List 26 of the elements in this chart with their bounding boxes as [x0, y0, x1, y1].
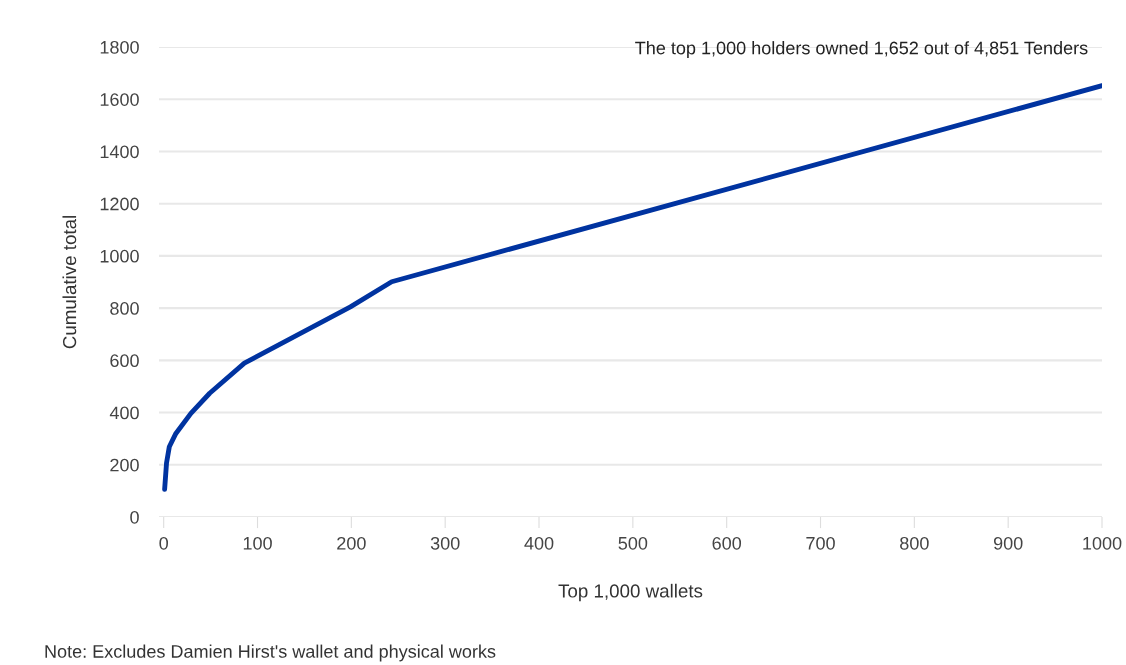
y-tick-label: 1800 — [100, 40, 139, 54]
x-tick-label: 100 — [243, 536, 272, 550]
x-tick-label: 800 — [900, 536, 929, 550]
y-tick-label: 0 — [130, 510, 139, 524]
x-tick-label: 900 — [993, 536, 1023, 550]
text: Note: Excludes Damien Hirst's wallet and physical works — [45, 644, 496, 662]
x-tick-label: 600 — [712, 536, 742, 550]
y-tick-label: 600 — [110, 354, 139, 368]
y-axis-title: Cumulative total — [62, 216, 77, 349]
y-tick-label: 800 — [110, 302, 139, 315]
x-axis-title: Top 1,000 wallets — [558, 583, 703, 602]
x-tick-label: 0 — [159, 536, 169, 550]
y-tick-label: 1600 — [100, 93, 139, 106]
y-tick-label: 1400 — [100, 145, 139, 159]
annotation: The top 1,000 holders owned 1,652 out of 4,851 Tenders — [635, 41, 1088, 58]
x-tick-label: 200 — [337, 536, 366, 550]
y-tick-label: 1000 — [100, 249, 139, 263]
x-tick-label: 300 — [430, 536, 460, 550]
y-tick-label: 200 — [110, 458, 139, 472]
x-tick-label: 400 — [524, 536, 554, 550]
y-tick-label: 400 — [109, 406, 139, 420]
x-tick-label: 500 — [618, 536, 648, 550]
x-tick-label: 1000 — [1083, 536, 1122, 550]
x-tick-label: 700 — [806, 536, 835, 550]
y-tick-label: 1200 — [100, 197, 139, 211]
line-series — [162, 83, 1102, 492]
